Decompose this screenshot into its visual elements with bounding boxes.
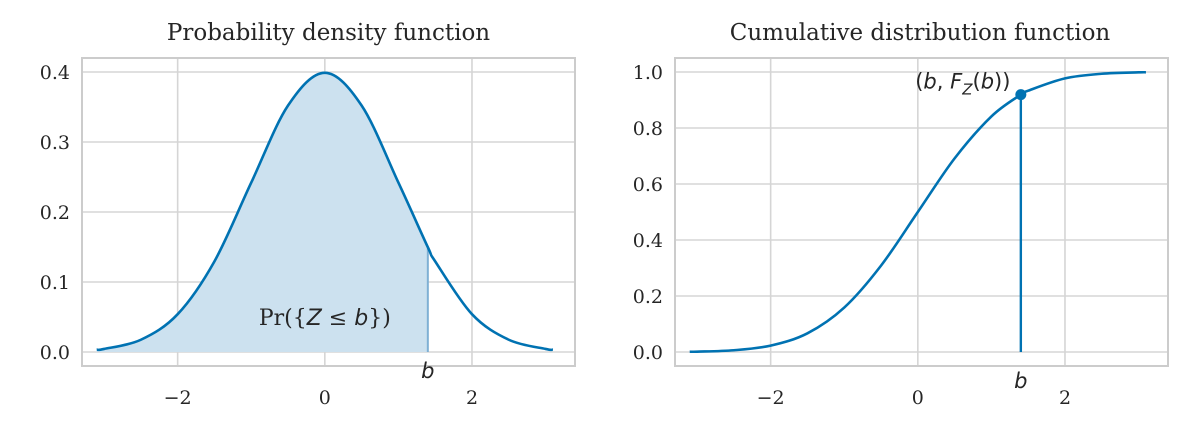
y-tick-label: 0.4 (633, 230, 663, 252)
cdf-grid (675, 58, 1168, 366)
x-tick-label: −2 (164, 387, 192, 409)
pdf-title: Probability density function (167, 20, 490, 46)
cdf-title: Cumulative distribution function (730, 20, 1111, 46)
y-tick-label: 0.4 (40, 62, 70, 84)
x-tick-label: −2 (757, 387, 785, 409)
x-tick-label: 2 (1059, 387, 1071, 409)
x-tick-label: 0 (912, 387, 924, 409)
y-tick-label: 0.8 (633, 118, 663, 140)
cdf-point-label: (b, FZ(b)) (915, 70, 1010, 99)
x-tick-label: 0 (319, 387, 331, 409)
pdf-area-label: Pr({Z ≤ b}) (259, 306, 391, 331)
y-tick-label: 1.0 (633, 62, 663, 84)
cdf-b-label: b (1014, 369, 1027, 393)
cdf-frame (674, 57, 1169, 367)
pdf-curve (96, 71, 554, 352)
y-tick-label: 0.3 (40, 132, 70, 154)
pdf-b-label: b (421, 359, 434, 383)
cdf-curve (689, 70, 1146, 354)
pdf-panel: −2 0 2 0.0 0.1 0.2 0.3 0.4 Probability density … (40, 20, 576, 409)
x-tick-label: 2 (466, 387, 478, 409)
y-tick-label: 0.0 (40, 342, 70, 364)
cdf-point (1015, 89, 1027, 101)
y-tick-label: 0.2 (633, 286, 663, 308)
cdf-panel: −2 0 2 0.0 0.2 0.4 0.6 0.8 1.0 Cumulative distri… (633, 20, 1169, 409)
pdf-shaded-area (96, 72, 428, 353)
cdf-ticks: −2 0 2 0.0 0.2 0.4 0.6 0.8 1.0 (633, 62, 1071, 409)
pdf-frame (81, 57, 576, 367)
y-tick-label: 0.0 (633, 342, 663, 364)
y-tick-label: 0.1 (40, 272, 70, 294)
y-tick-label: 0.6 (633, 174, 663, 196)
pdf-ticks: −2 0 2 0.0 0.1 0.2 0.3 0.4 (40, 62, 478, 409)
y-tick-label: 0.2 (40, 202, 70, 224)
